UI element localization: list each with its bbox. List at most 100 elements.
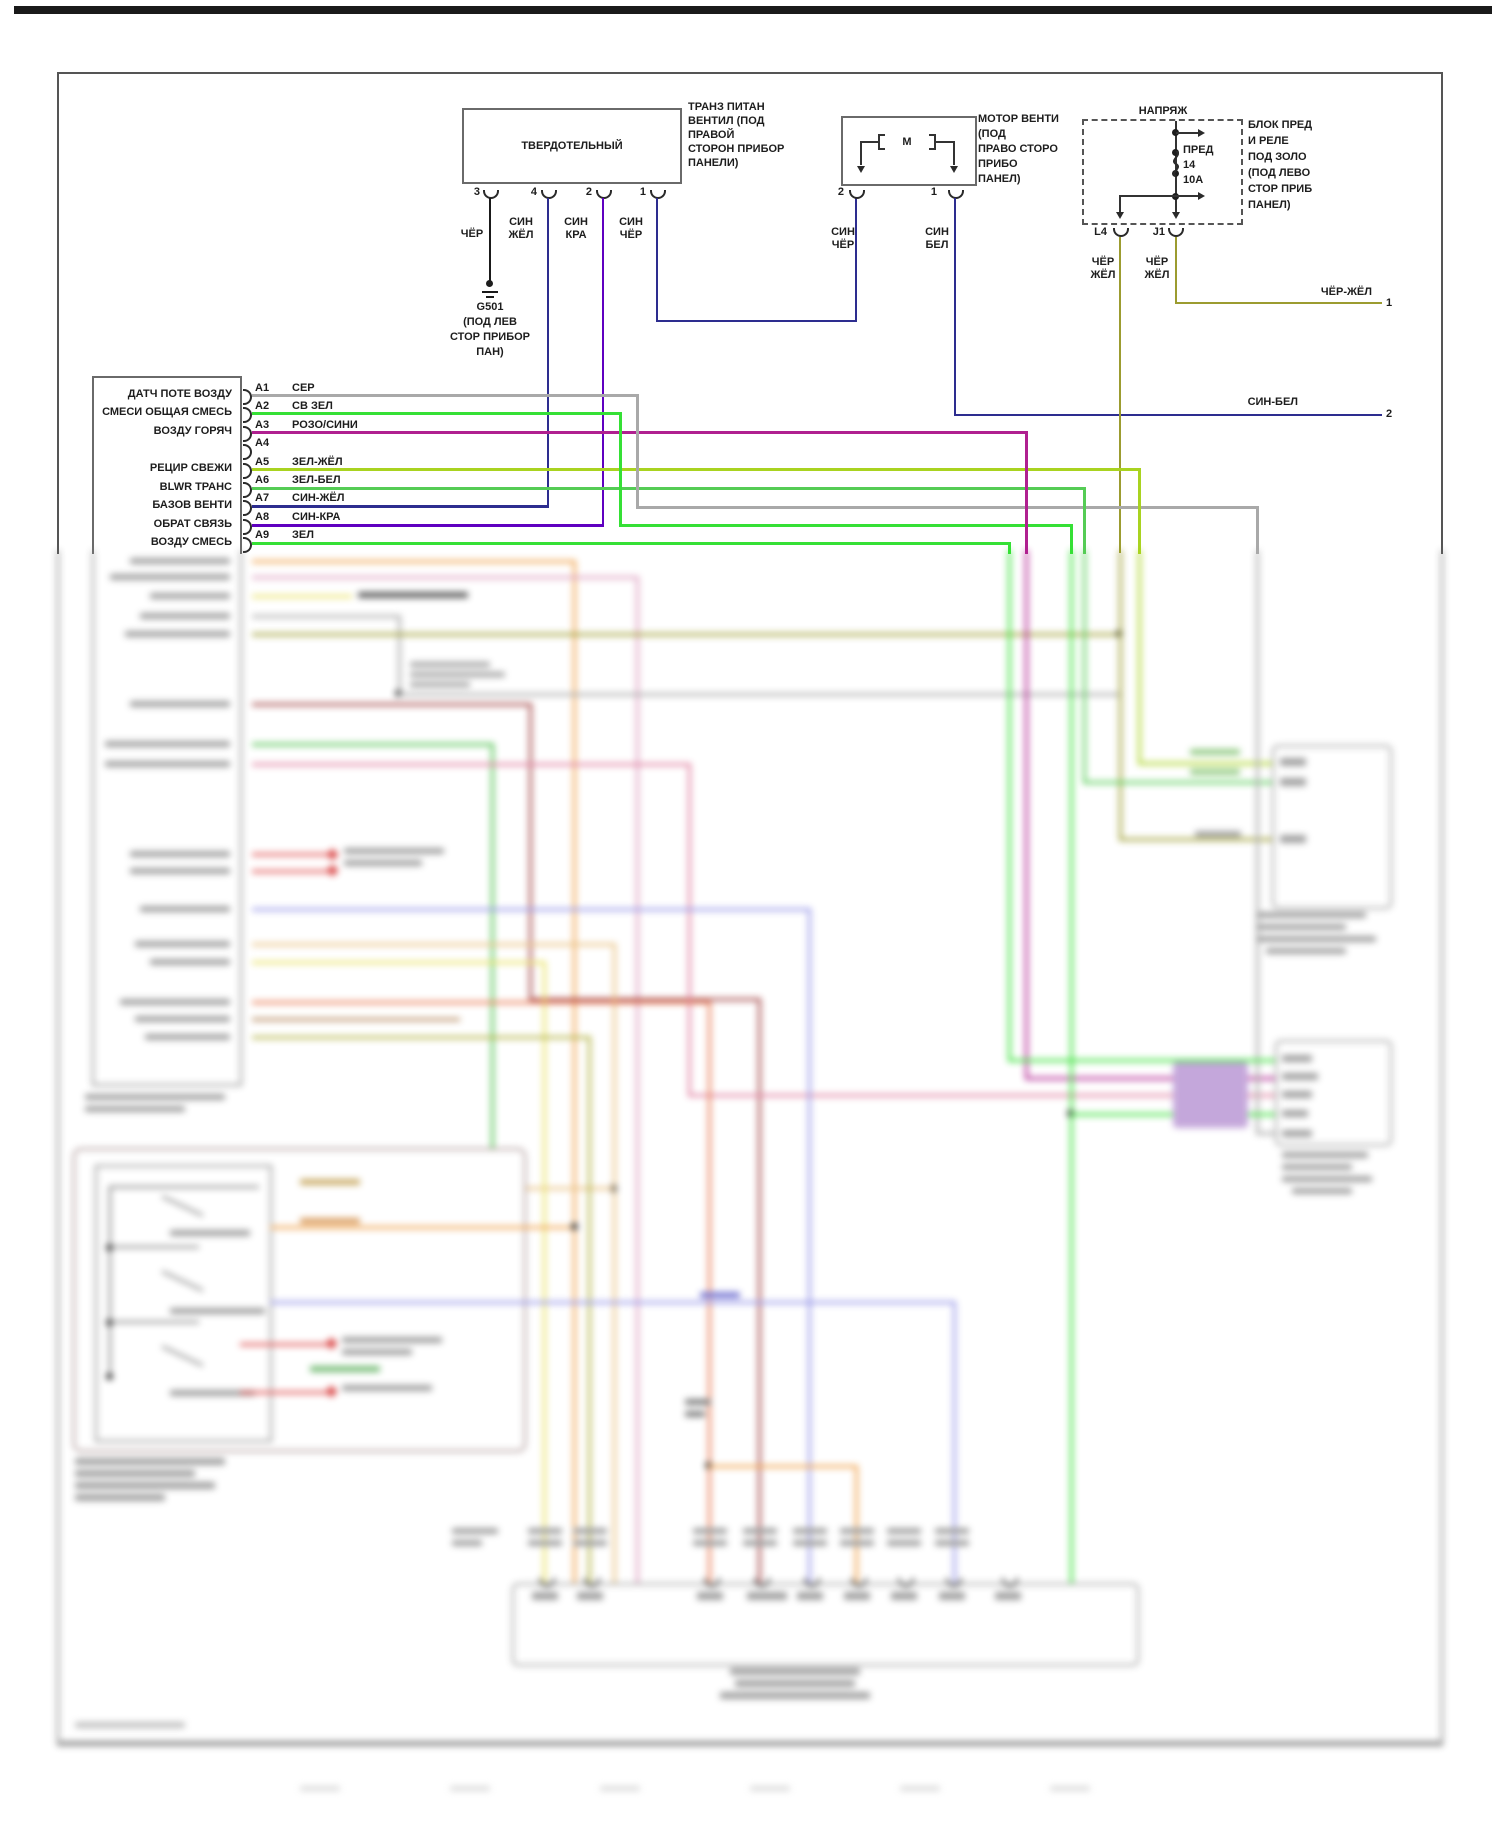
switch-label-blob bbox=[170, 1230, 250, 1236]
junction-dot bbox=[1172, 149, 1179, 156]
wire-red bbox=[240, 1343, 330, 1346]
right-box-1 bbox=[1272, 745, 1392, 909]
wire-label: ЖЁЛ bbox=[508, 229, 534, 241]
junction-dot bbox=[1172, 129, 1179, 136]
motor-symbol: М bbox=[902, 136, 912, 148]
wire-cher bbox=[489, 198, 491, 282]
pin-caption-blob bbox=[743, 1528, 777, 1534]
connector-arc bbox=[539, 1578, 555, 1587]
wire-sv-zel bbox=[1070, 550, 1073, 1585]
pin-blob bbox=[844, 1592, 870, 1600]
row-label-blob bbox=[120, 999, 230, 1005]
connector-arc bbox=[754, 1578, 770, 1587]
power-drop bbox=[1119, 196, 1121, 213]
ground-bar bbox=[482, 291, 498, 293]
switch-label-blob bbox=[170, 1390, 255, 1396]
pin-caption-blob bbox=[840, 1528, 874, 1534]
box-caption-blob bbox=[1256, 924, 1346, 930]
wire-sin-kra bbox=[252, 524, 604, 527]
wire-maroon bbox=[758, 998, 761, 1585]
wire-olive bbox=[252, 633, 1121, 636]
solid-state-module-box: ТВЕРДОТЕЛЬНЫЙ bbox=[462, 108, 682, 184]
wire-sv-zel bbox=[252, 412, 621, 415]
pin-blob bbox=[1280, 778, 1306, 786]
ref-text-blob bbox=[342, 1385, 432, 1391]
pin-caption-blob bbox=[528, 1540, 562, 1546]
terminal-number: 1 bbox=[1386, 297, 1393, 309]
pin-caption-blob bbox=[573, 1540, 607, 1546]
wire-tan bbox=[613, 943, 616, 1585]
pin-number: 1 bbox=[930, 186, 937, 198]
pin-label: A9 bbox=[255, 529, 270, 541]
wire-zel bbox=[1008, 542, 1011, 554]
wire-lavender bbox=[270, 1301, 955, 1304]
connector-arc bbox=[243, 463, 252, 479]
sensor-box-top bbox=[92, 376, 242, 378]
wire-yellow bbox=[252, 595, 352, 598]
switch-bus bbox=[109, 1188, 111, 1378]
motor-bracket bbox=[929, 134, 936, 136]
faint-mark bbox=[750, 1786, 790, 1791]
power-feed bbox=[1176, 132, 1198, 134]
sensor-row-label: ВОЗДУ ГОРЯЧ bbox=[153, 425, 232, 437]
wire-sv-zel bbox=[1070, 524, 1073, 554]
row-label-blob bbox=[135, 941, 230, 947]
wire-rozo-sini bbox=[1025, 550, 1028, 1080]
pin-blob bbox=[797, 1592, 823, 1600]
row-label-blob bbox=[110, 574, 230, 580]
pin-blob bbox=[1282, 1073, 1318, 1080]
wire-label-blob bbox=[685, 1399, 711, 1405]
pin-caption-blob bbox=[452, 1528, 498, 1534]
pin-blob bbox=[995, 1592, 1021, 1600]
pin-blob bbox=[939, 1592, 965, 1600]
wire-red-orange bbox=[252, 1001, 710, 1004]
wire-ser bbox=[252, 394, 638, 397]
sensor-row-label: ДАТЧ ПОТЕ ВОЗДУ bbox=[127, 388, 232, 400]
box-caption-blob bbox=[85, 1094, 225, 1100]
pin-blob bbox=[697, 1592, 723, 1600]
connector-arc bbox=[851, 1578, 867, 1587]
page-border-top bbox=[57, 72, 1443, 74]
wire-sv-zel bbox=[619, 524, 1073, 527]
wire-ser bbox=[636, 506, 1259, 509]
pin-blob bbox=[1280, 758, 1306, 766]
wire-red bbox=[240, 1391, 330, 1394]
motor-bracket-right bbox=[934, 134, 936, 150]
wire-label: ЧЁР bbox=[619, 229, 643, 241]
box-caption-blob bbox=[75, 1494, 165, 1501]
page-border-left bbox=[57, 72, 59, 554]
row-label-blob bbox=[145, 1034, 230, 1040]
box-caption-blob bbox=[1282, 1152, 1368, 1158]
wire-orange bbox=[252, 560, 575, 563]
row-label-blob bbox=[130, 558, 230, 564]
sensor-row-label: BLWR ТРАНС bbox=[159, 481, 232, 493]
wire-red bbox=[252, 870, 330, 873]
sensor-box-left bbox=[92, 376, 94, 554]
row-label-blob bbox=[105, 741, 230, 747]
wire-gray bbox=[398, 693, 1120, 696]
wire-zel-zhel bbox=[1138, 550, 1141, 765]
wire-label-blob bbox=[300, 1179, 360, 1185]
connector-arc bbox=[541, 190, 557, 199]
splice-x bbox=[326, 864, 339, 877]
ref-text-blob bbox=[410, 662, 490, 667]
junction-dot bbox=[106, 1373, 113, 1380]
wire-label: СИН bbox=[831, 226, 855, 238]
pin-caption-blob bbox=[573, 1528, 607, 1534]
wire-orange bbox=[573, 560, 576, 1585]
sensor-row-label: СМЕСИ ОБЩАЯ СМЕСЬ bbox=[102, 406, 232, 418]
terminal-number: 2 bbox=[1386, 408, 1393, 420]
wire-maroon bbox=[252, 703, 531, 706]
wire-zel-bel bbox=[1083, 550, 1086, 784]
pin-number: 4 bbox=[530, 186, 537, 198]
wire-cher-zhel bbox=[1119, 838, 1274, 841]
wire-sin-cher bbox=[855, 198, 857, 322]
wire-pink-lav bbox=[252, 576, 638, 579]
wire-sin-kra bbox=[602, 198, 604, 526]
pin-blob bbox=[1280, 835, 1306, 843]
sensor-row-label: ВОЗДУ СМЕСЬ bbox=[150, 536, 232, 548]
pin-caption-blob bbox=[793, 1528, 827, 1534]
pin-blob bbox=[577, 1592, 603, 1600]
wire-zel-bel bbox=[252, 487, 1086, 490]
ref-text-blob bbox=[342, 1337, 442, 1343]
